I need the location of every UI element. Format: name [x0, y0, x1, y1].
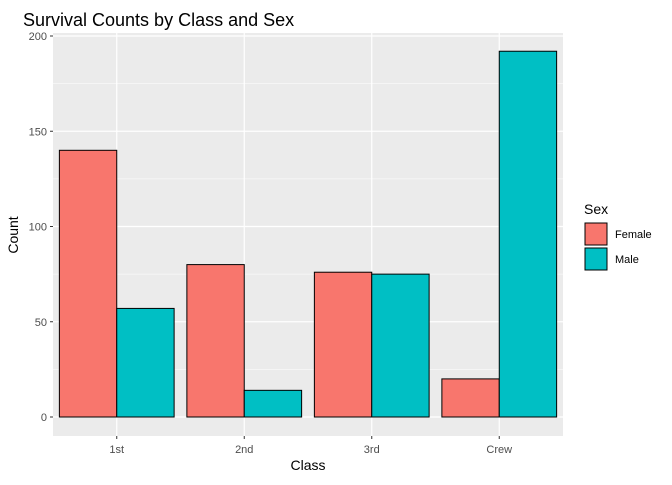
y-tick-label: 150 — [29, 126, 47, 138]
chart-title: Survival Counts by Class and Sex — [23, 10, 294, 30]
bar-female-3rd — [313, 271, 373, 418]
bar-female-2nd — [186, 264, 245, 418]
bar-male-3rd — [371, 273, 430, 418]
bar-female-1st — [58, 149, 118, 418]
y-axis-title: Count — [5, 216, 21, 253]
bars-group — [58, 50, 558, 418]
x-axis: 1st 2nd 3rd Crew — [109, 436, 512, 456]
x-tick-label: 1st — [109, 444, 124, 456]
y-tick-label: 100 — [29, 222, 47, 234]
x-tick-label: Crew — [486, 444, 512, 456]
y-axis: 0 50 100 150 200 — [29, 31, 53, 424]
legend-label-female: Female — [615, 229, 652, 241]
legend-title: Sex — [584, 201, 608, 217]
bar-male-crew — [498, 50, 558, 418]
bar-male-2nd — [243, 389, 303, 418]
y-tick-label: 0 — [41, 412, 47, 424]
bar-female-crew — [441, 378, 500, 418]
legend-label-male: Male — [615, 254, 639, 266]
x-axis-title: Class — [290, 457, 325, 473]
bar-male-1st — [116, 307, 175, 418]
legend: Sex Female Male — [584, 201, 652, 271]
x-tick-label: 3rd — [364, 444, 380, 456]
y-tick-label: 50 — [35, 317, 47, 329]
legend-key-male — [584, 247, 608, 271]
y-tick-label: 200 — [29, 31, 47, 43]
legend-key-female — [584, 222, 608, 246]
x-tick-label: 2nd — [235, 444, 253, 456]
